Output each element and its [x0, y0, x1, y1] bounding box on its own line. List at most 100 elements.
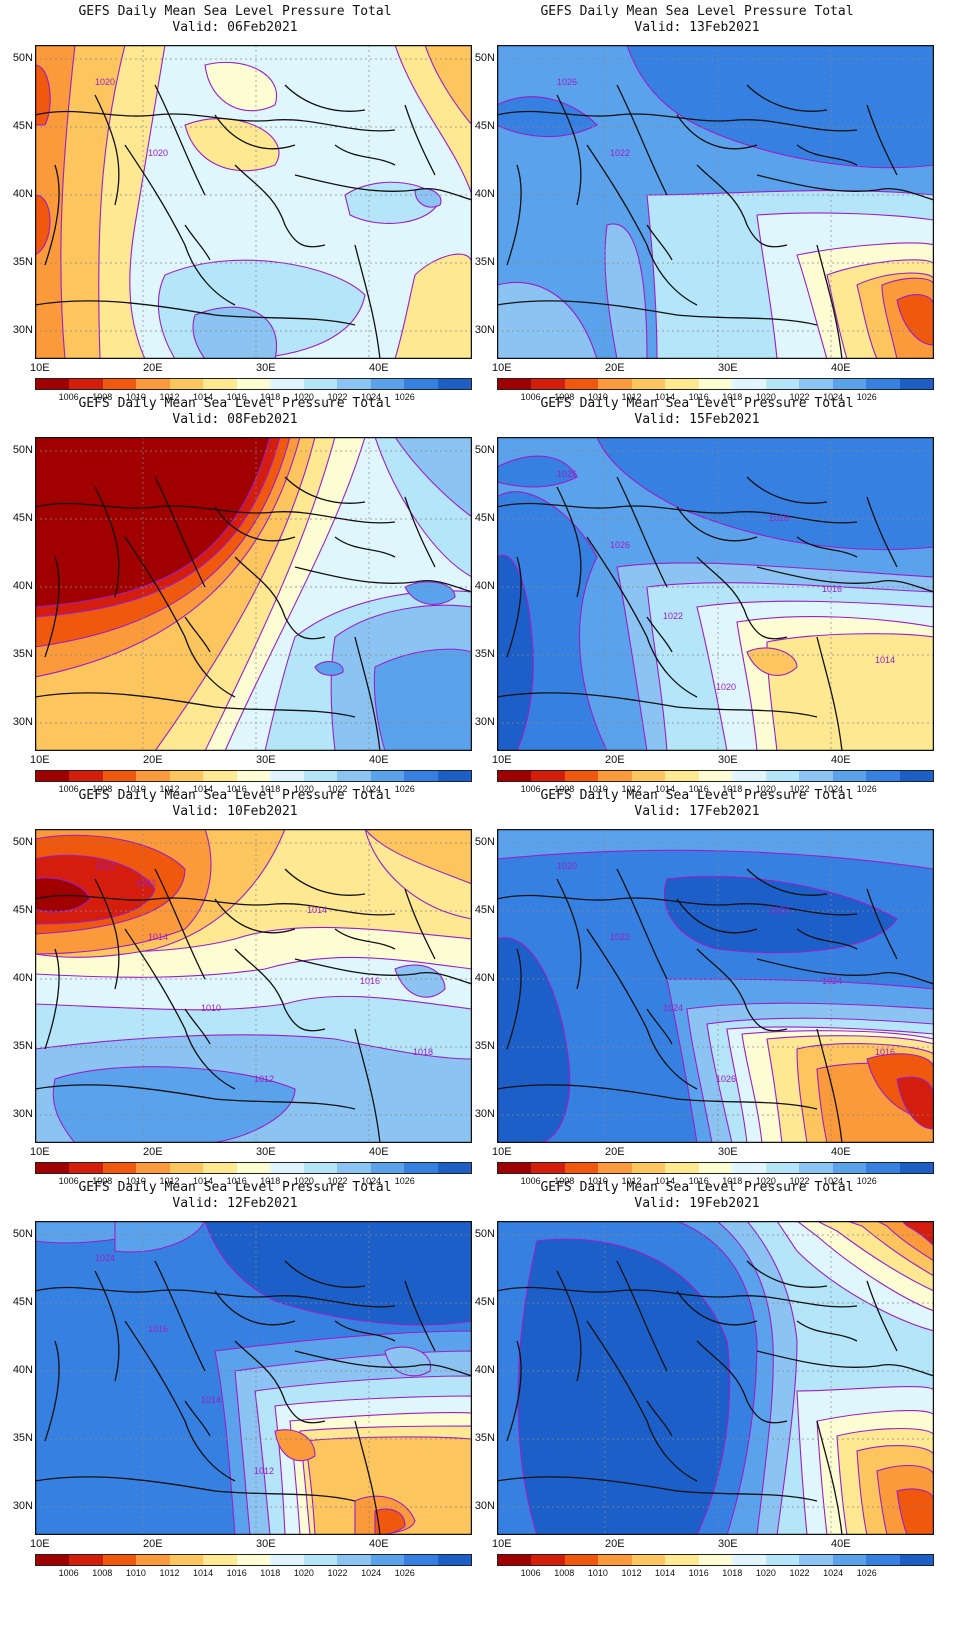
- contour-label: 1020: [769, 905, 789, 915]
- colorbar-swatch: [665, 379, 699, 389]
- border-line: [284, 1260, 366, 1288]
- colorbar-label: 1016: [226, 392, 247, 402]
- contour-label: 1018: [413, 1047, 433, 1057]
- colorbar-label: 1014: [655, 1176, 676, 1186]
- colorbar-swatch: [799, 379, 833, 389]
- border-line: [696, 556, 788, 640]
- border-line: [94, 486, 120, 598]
- map-panel-3: GEFS Daily Mean Sea Level Pressure Total…: [0, 392, 472, 800]
- border-line: [35, 894, 396, 916]
- colorbar-swatch: [437, 1163, 472, 1173]
- border-line: [586, 928, 698, 1090]
- colorbar: [35, 770, 472, 782]
- pressure-region: [373, 648, 472, 751]
- border-line: [866, 496, 898, 568]
- colorbar-swatch: [832, 1163, 867, 1173]
- border-line: [184, 616, 211, 653]
- colorbar-label: 1006: [520, 392, 541, 402]
- map-panel-7: GEFS Daily Mean Sea Level Pressure Total…: [0, 1176, 472, 1584]
- border-line: [184, 1400, 211, 1437]
- border-line: [124, 928, 236, 1090]
- colorbar-swatch: [698, 1163, 733, 1173]
- lon-label: 30E: [256, 1146, 276, 1158]
- lat-label: 30N: [474, 1500, 495, 1512]
- contour-label: 1014: [307, 905, 327, 915]
- colorbar-swatch: [698, 379, 733, 389]
- border-line: [354, 1420, 381, 1535]
- lon-label: 10E: [30, 1146, 50, 1158]
- border-line: [676, 114, 758, 150]
- contour-label: 1016: [875, 1047, 895, 1057]
- lat-label: 35N: [474, 1040, 495, 1052]
- colorbar-swatch: [732, 1163, 766, 1173]
- lon-label: 20E: [605, 754, 625, 766]
- border-line: [294, 566, 472, 593]
- colorbar: [497, 1554, 934, 1566]
- colorbar-swatch: [270, 1163, 304, 1173]
- pressure-map: 1026 1026 1022 1020 1018 1016 1014: [497, 437, 934, 751]
- border-line: [586, 536, 698, 698]
- colorbar-label: 1020: [755, 392, 776, 402]
- colorbar-label: 1008: [92, 392, 113, 402]
- lon-label: 10E: [30, 362, 50, 374]
- colorbar-swatch: [36, 771, 70, 781]
- colorbar-label: 1020: [755, 1176, 776, 1186]
- colorbar-label: 1020: [293, 1568, 314, 1578]
- contour-label: 1010: [201, 1003, 221, 1013]
- lat-label: 30N: [12, 1500, 33, 1512]
- colorbar-label: 1026: [856, 784, 877, 794]
- pressure-region: [746, 647, 798, 676]
- lon-label: 20E: [143, 362, 163, 374]
- border-line: [334, 144, 396, 166]
- border-line: [94, 1270, 120, 1382]
- colorbar-label: 1022: [789, 1568, 810, 1578]
- border-line: [866, 888, 898, 960]
- border-line: [35, 1286, 396, 1308]
- pressure-region: [394, 253, 472, 359]
- colorbar-label: 1006: [58, 392, 79, 402]
- colorbar-swatch: [799, 1163, 833, 1173]
- contour-label: 1020: [557, 861, 577, 871]
- contour-label: 1026: [716, 1074, 736, 1084]
- border-line: [646, 616, 673, 653]
- colorbar-label: 1008: [554, 392, 575, 402]
- colorbar-label: 1010: [125, 784, 146, 794]
- colorbar-label: 1020: [755, 1568, 776, 1578]
- colorbar-swatch: [69, 1163, 103, 1173]
- colorbar-swatch: [203, 379, 237, 389]
- pressure-region: [204, 1221, 472, 1326]
- border-line: [866, 1280, 898, 1352]
- colorbar: [35, 378, 472, 390]
- colorbar-swatch: [303, 1555, 338, 1565]
- lon-label: 20E: [143, 754, 163, 766]
- border-line: [35, 1084, 356, 1110]
- border-line: [696, 1340, 788, 1424]
- colorbar-label: 1014: [193, 1568, 214, 1578]
- colorbar-swatch: [169, 1163, 204, 1173]
- border-line: [334, 536, 396, 558]
- lat-label: 45N: [474, 512, 495, 524]
- lat-label: 40N: [12, 580, 33, 592]
- pressure-region: [497, 829, 934, 870]
- colorbar-label: 1012: [621, 784, 642, 794]
- colorbar-swatch: [404, 1555, 438, 1565]
- colorbar-swatch: [169, 379, 204, 389]
- colorbar-swatch: [631, 771, 666, 781]
- colorbar-label: 1008: [554, 784, 575, 794]
- colorbar-swatch: [732, 771, 766, 781]
- lat-label: 30N: [12, 324, 33, 336]
- pressure-map: [35, 437, 472, 751]
- colorbar-swatch: [698, 1555, 733, 1565]
- border-line: [756, 566, 934, 593]
- colorbar-swatch: [236, 1555, 271, 1565]
- colorbar-label: 1010: [125, 392, 146, 402]
- colorbar-label: 1008: [92, 784, 113, 794]
- colorbar-swatch: [665, 771, 699, 781]
- border-line: [44, 1340, 60, 1442]
- colorbar-swatch: [732, 379, 766, 389]
- colorbar-swatch: [36, 379, 70, 389]
- colorbar-label: 1006: [58, 784, 79, 794]
- lat-label: 30N: [474, 716, 495, 728]
- colorbar-label: 1016: [688, 392, 709, 402]
- border-line: [756, 958, 934, 985]
